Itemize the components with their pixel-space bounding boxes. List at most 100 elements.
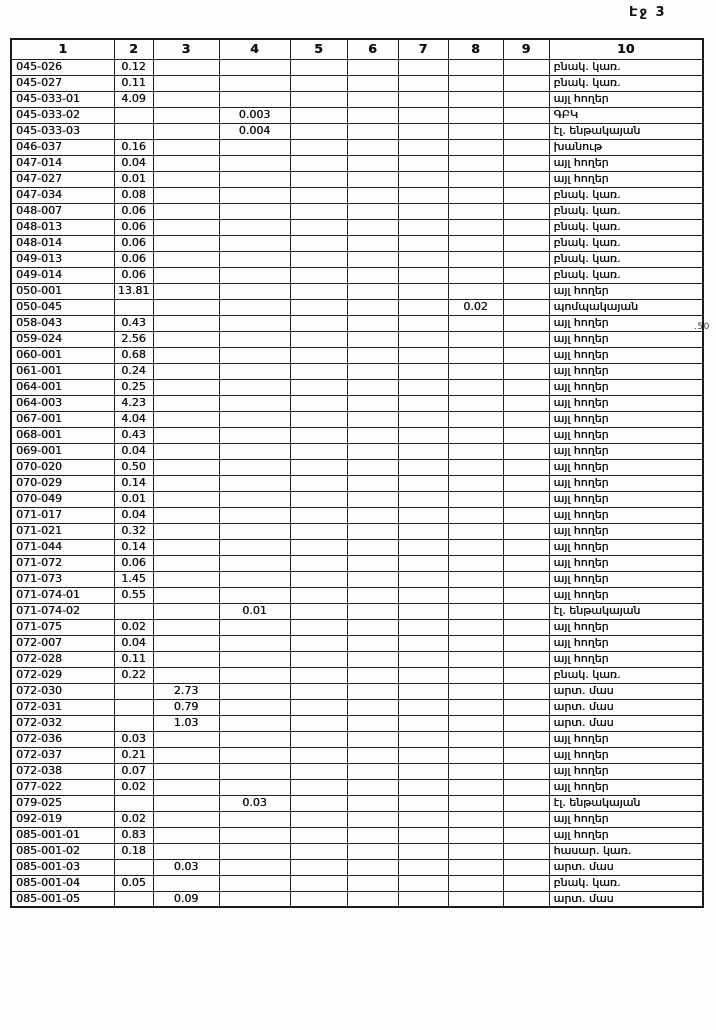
value-cell [218, 170, 291, 188]
column-header-9: 9 [502, 38, 550, 60]
value-cell [218, 874, 291, 892]
value-cell [218, 394, 291, 412]
value-cell [397, 474, 449, 492]
value-cell [346, 778, 399, 796]
value-cell [346, 794, 399, 812]
value-cell [218, 58, 291, 76]
value-cell [397, 106, 449, 124]
value-cell [447, 666, 504, 684]
parcel-code-cell: 071-073 [10, 570, 115, 588]
value-cell [502, 394, 550, 412]
value-cell [289, 666, 348, 684]
value-cell [289, 186, 348, 204]
value-cell [447, 90, 504, 108]
value-cell [447, 266, 504, 284]
value-cell [346, 762, 399, 780]
value-cell [289, 650, 348, 668]
column-header-10: 10 [548, 38, 704, 60]
value-cell [447, 426, 504, 444]
value-cell: 4.04 [113, 410, 154, 428]
value-cell [289, 858, 348, 876]
parcel-code-cell: 045-027 [10, 74, 115, 92]
value-cell [447, 330, 504, 348]
value-cell [152, 186, 220, 204]
value-cell [152, 234, 220, 252]
value-cell [502, 426, 550, 444]
land-use-cell: այլ հողեր [548, 810, 704, 828]
value-cell [397, 410, 449, 428]
parcel-code-cell: 071-044 [10, 538, 115, 556]
value-cell [447, 58, 504, 76]
value-cell [289, 810, 348, 828]
land-use-cell: այլ հողեր [548, 618, 704, 636]
value-cell [346, 506, 399, 524]
value-cell [397, 74, 449, 92]
value-cell [289, 282, 348, 300]
value-cell [447, 218, 504, 236]
value-cell [397, 826, 449, 844]
value-cell [397, 634, 449, 652]
value-cell [289, 762, 348, 780]
value-cell [346, 570, 399, 588]
value-cell [113, 890, 154, 908]
value-cell [502, 138, 550, 156]
table-row: 048-007 0.06 բնակ. կառ. [10, 202, 704, 220]
value-cell [152, 282, 220, 300]
value-cell [289, 458, 348, 476]
value-cell: 0.01 [113, 170, 154, 188]
parcel-code-cell: 045-026 [10, 58, 115, 76]
land-use-cell: այլ հողեր [548, 522, 704, 540]
land-use-cell: բնակ. կառ. [548, 250, 704, 268]
value-cell: 0.01 [218, 602, 291, 620]
value-cell: 1.45 [113, 570, 154, 588]
value-cell [502, 218, 550, 236]
value-cell [346, 362, 399, 380]
value-cell [346, 538, 399, 556]
value-cell: 0.08 [113, 186, 154, 204]
value-cell [152, 778, 220, 796]
value-cell [152, 602, 220, 620]
value-cell: 0.06 [113, 202, 154, 220]
value-cell: 0.004 [218, 122, 291, 140]
value-cell [218, 618, 291, 636]
value-cell [502, 538, 550, 556]
value-cell [397, 330, 449, 348]
value-cell [447, 890, 504, 908]
parcel-code-cell: 070-020 [10, 458, 115, 476]
table-row: 071-073 1.45 այլ հողեր [10, 570, 704, 588]
value-cell [447, 314, 504, 332]
value-cell [447, 810, 504, 828]
value-cell [152, 762, 220, 780]
value-cell [502, 474, 550, 492]
value-cell [397, 762, 449, 780]
value-cell [218, 522, 291, 540]
value-cell [218, 314, 291, 332]
land-use-cell: այլ հողեր [548, 474, 704, 492]
value-cell [113, 602, 154, 620]
value-cell [289, 170, 348, 188]
land-use-cell: այլ հողեր [548, 154, 704, 172]
value-cell: 0.02 [113, 810, 154, 828]
value-cell [502, 234, 550, 252]
value-cell: 0.03 [152, 858, 220, 876]
table-row: 046-037 0.16 խանութ [10, 138, 704, 156]
value-cell [447, 874, 504, 892]
value-cell [502, 586, 550, 604]
value-cell [397, 586, 449, 604]
value-cell [502, 58, 550, 76]
table-row: 071-075 0.02 այլ հողեր [10, 618, 704, 636]
value-cell [346, 730, 399, 748]
value-cell: 0.03 [113, 730, 154, 748]
value-cell [289, 266, 348, 284]
value-cell [502, 442, 550, 460]
value-cell [346, 394, 399, 412]
value-cell: 0.04 [113, 506, 154, 524]
value-cell [447, 682, 504, 700]
land-use-cell: այլ հողեր [548, 490, 704, 508]
value-cell [502, 698, 550, 716]
value-cell [397, 346, 449, 364]
value-cell [152, 826, 220, 844]
value-cell [218, 650, 291, 668]
value-cell [447, 250, 504, 268]
value-cell [289, 794, 348, 812]
